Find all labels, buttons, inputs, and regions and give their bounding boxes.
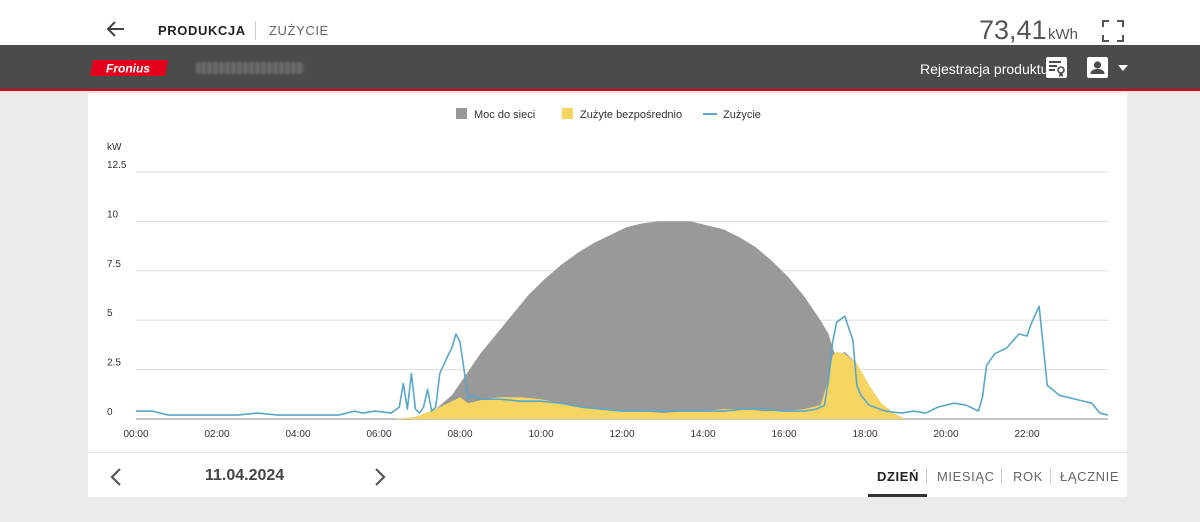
tab-divider (255, 21, 256, 40)
x-tick-label: 20:00 (933, 429, 958, 440)
y-tick-label: 10 (107, 209, 119, 220)
series-area-self-consumption (395, 351, 906, 419)
legend-label-2: Zużycie (723, 109, 761, 121)
period-divider (1001, 467, 1002, 485)
legend-label-1: Zużyte bezpośrednio (580, 109, 682, 121)
chevron-right-icon[interactable] (372, 467, 388, 487)
logo-text: Fronius (106, 62, 150, 76)
period-month[interactable]: MIESIĄC (937, 469, 995, 484)
period-total[interactable]: ŁĄCZNIE (1060, 469, 1120, 484)
x-tick-label: 22:00 (1014, 429, 1039, 440)
chart-card: Moc do sieci Zużyte bezpośrednio Zużycie kW… (88, 93, 1127, 497)
selected-date: 11.04.2024 (205, 467, 285, 484)
top-bar: PRODUKCJA ZUŻYCIE 73,41 kWh (0, 0, 1200, 45)
y-tick-label: 0 (107, 407, 113, 418)
x-tick-label: 04:00 (285, 429, 310, 440)
caret-down-icon[interactable] (1117, 62, 1129, 74)
x-tick-label: 08:00 (447, 429, 472, 440)
fronius-logo[interactable]: Fronius (88, 57, 170, 79)
fullscreen-icon[interactable] (1101, 19, 1125, 43)
y-tick-label: 12.5 (107, 160, 127, 171)
x-tick-label: 14:00 (690, 429, 715, 440)
y-tick-label: 7.5 (107, 259, 121, 270)
date-navigation: 11.04.2024 DZIEŃ MIESIĄC ROK ŁĄCZNIE (88, 452, 1127, 497)
period-year[interactable]: ROK (1013, 469, 1043, 484)
period-divider (1050, 467, 1051, 485)
energy-total: 73,41 (979, 15, 1047, 45)
x-tick-label: 06:00 (366, 429, 391, 440)
user-icon[interactable] (1086, 56, 1109, 79)
period-divider (926, 467, 927, 485)
series-area-grid-feed (395, 221, 906, 419)
active-period-underline (868, 494, 927, 497)
y-tick-label: 2.5 (107, 358, 121, 369)
period-day[interactable]: DZIEŃ (877, 469, 919, 484)
legend-swatch-1 (562, 108, 573, 119)
registration-icon[interactable] (1045, 56, 1068, 79)
x-tick-label: 12:00 (609, 429, 634, 440)
x-tick-label: 18:00 (852, 429, 877, 440)
production-chart: Moc do sieci Zużyte bezpośrednio Zużycie kW… (107, 108, 1109, 440)
tab-production[interactable]: PRODUKCJA (158, 23, 246, 38)
legend-swatch-0 (456, 108, 467, 119)
system-name-redacted (196, 62, 304, 74)
chevron-left-icon[interactable] (108, 467, 124, 487)
back-arrow-icon[interactable] (104, 17, 128, 41)
product-registration-link[interactable]: Rejestracja produktu (920, 61, 1049, 77)
y-tick-label: 5 (107, 308, 113, 319)
y-axis-unit: kW (107, 142, 122, 153)
x-tick-label: 00:00 (123, 429, 148, 440)
series-line-consumption (136, 305, 1109, 416)
x-tick-label: 16:00 (771, 429, 796, 440)
tab-consumption[interactable]: ZUŻYCIE (269, 23, 329, 38)
x-tick-label: 02:00 (204, 429, 229, 440)
energy-unit: kWh (1048, 26, 1078, 43)
legend-label-0: Moc do sieci (474, 109, 535, 121)
app-header: Fronius Rejestracja produktu (0, 45, 1200, 91)
x-tick-label: 10:00 (528, 429, 553, 440)
